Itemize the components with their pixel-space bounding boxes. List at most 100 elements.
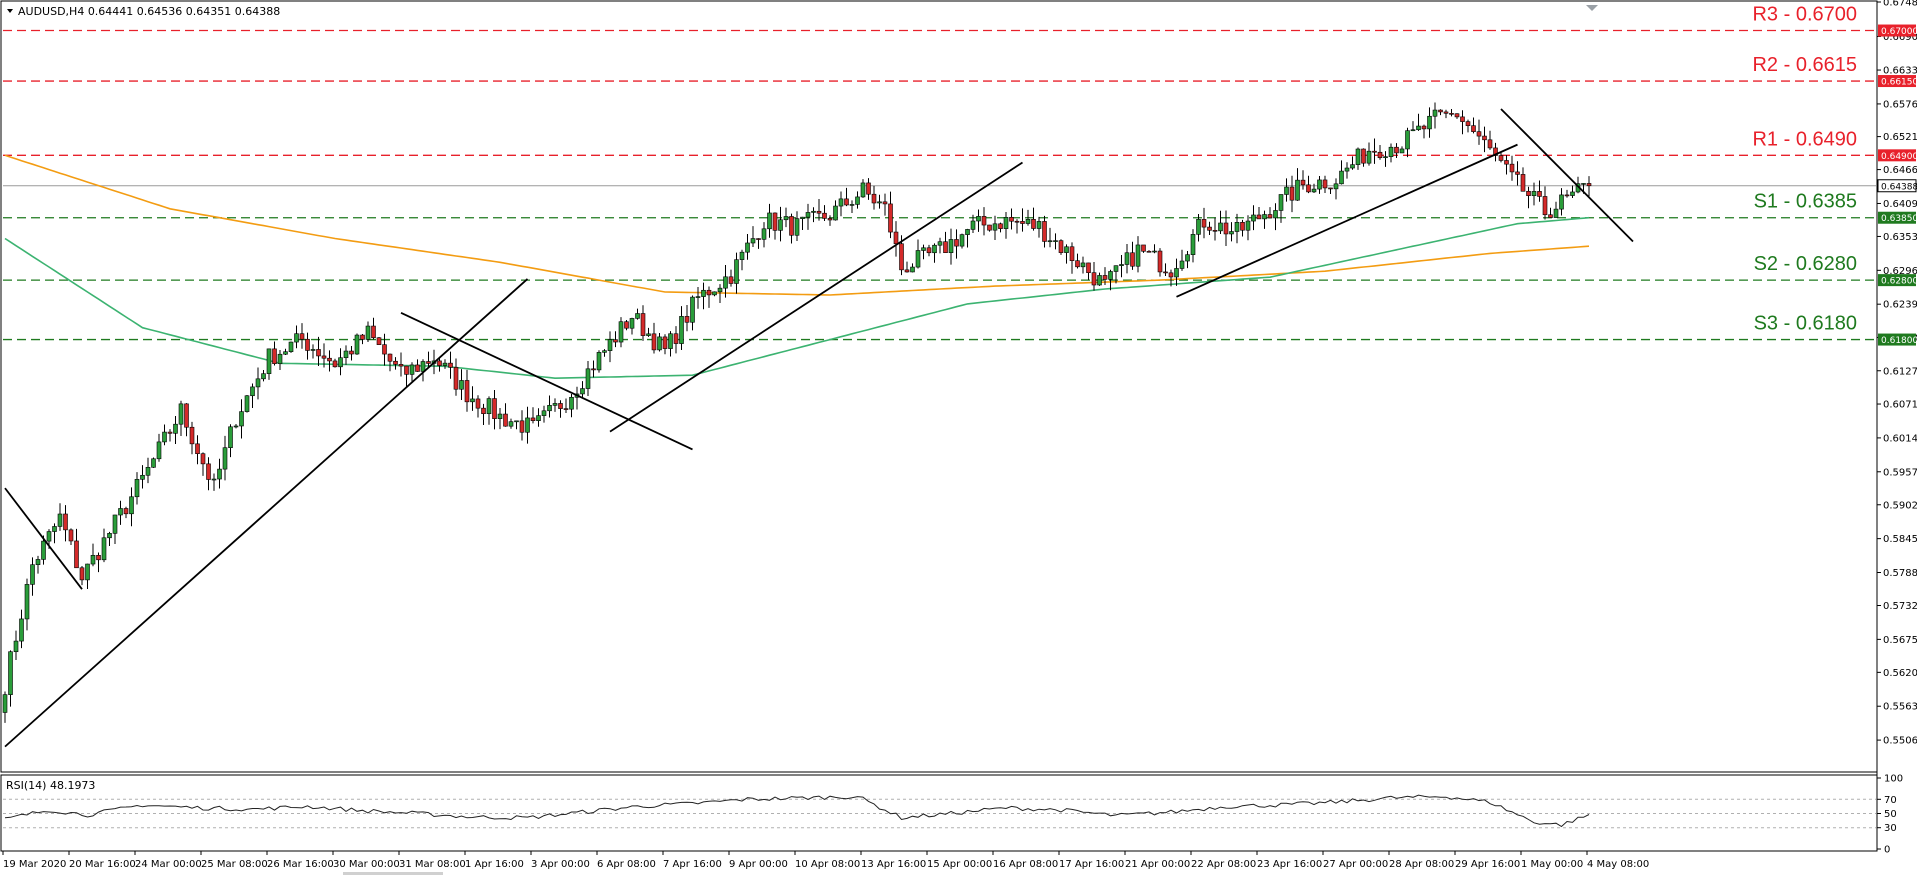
candle-body: [987, 224, 992, 231]
price-tick-label: 0.59575: [1883, 467, 1917, 478]
candle-body: [530, 417, 536, 421]
candle-body: [140, 474, 145, 480]
candle-body: [217, 468, 222, 480]
time-tick-label: 31 Mar 08:00: [399, 859, 466, 870]
candle-body: [536, 415, 541, 421]
candle-body: [915, 250, 921, 268]
candle-body: [563, 408, 569, 410]
trendline-1: [4, 278, 529, 748]
candle-body: [112, 514, 118, 534]
candle-body: [1542, 196, 1548, 216]
trendline-3: [609, 161, 1023, 433]
level-price-tag-text-0: 0.67000: [1881, 27, 1917, 37]
candle-body: [1284, 186, 1289, 195]
trendline-5: [1500, 108, 1634, 243]
candle-body: [1553, 208, 1559, 218]
time-tick-label: 7 Apr 16:00: [663, 859, 722, 870]
candle-body: [470, 398, 475, 403]
candle-body: [1091, 272, 1097, 286]
candle-body: [1196, 219, 1201, 235]
time-tick-label: 21 Apr 00:00: [1125, 859, 1190, 870]
trendlines[interactable]: [4, 108, 1634, 748]
candle-body: [1031, 219, 1036, 229]
candle-body: [261, 373, 266, 380]
time-tick-label: 16 Apr 08:00: [993, 859, 1058, 870]
candle-body: [371, 325, 376, 339]
levels-layer: R3 - 0.6700 R2 - 0.6615 R1 - 0.6490 S1 - 0.…: [3, 4, 1876, 341]
time-tick-label: 1 May 00:00: [1521, 859, 1583, 870]
candle-body: [629, 318, 635, 329]
candle-body: [387, 353, 393, 362]
candle-body: [1289, 186, 1295, 201]
candle-body: [904, 269, 910, 273]
candle-body: [239, 411, 244, 427]
candle-body: [998, 223, 1003, 229]
candle-body: [761, 228, 767, 240]
candle-body: [948, 239, 954, 253]
candle-body: [52, 526, 57, 532]
candle-body: [959, 234, 965, 247]
candle-body: [30, 564, 35, 585]
level-price-tag-text-4: 0.62800: [1881, 277, 1917, 287]
candle-body: [844, 198, 849, 206]
candle-body: [1267, 214, 1273, 219]
candle-body: [1487, 139, 1493, 149]
candle-body: [1388, 146, 1394, 157]
candle-body: [657, 336, 662, 351]
candle-body: [888, 203, 893, 233]
candle-body: [866, 182, 871, 195]
candle-body: [1443, 111, 1449, 114]
price-tags: 0.67000 0.66150 0.64900 0.63850 0.62800 0.618…: [1877, 24, 1917, 346]
candle-body: [1548, 214, 1553, 218]
candle-body: [68, 529, 74, 542]
candle-body: [354, 334, 360, 355]
time-tick-label: 25 Mar 08:00: [201, 859, 268, 870]
chart-menu-icon[interactable]: [7, 9, 13, 13]
candle-body: [838, 198, 844, 207]
price-tick-label: 0.60145: [1883, 433, 1917, 444]
candle-body: [1278, 194, 1284, 211]
candle-body: [200, 453, 206, 465]
time-tick-label: 9 Apr 00:00: [729, 859, 788, 870]
time-axis: 19 Mar 2020 20 Mar 16:00 24 Mar 00:00 25 Ma…: [2, 851, 1649, 875]
time-tick-label: 20 Mar 16:00: [69, 859, 136, 870]
candle-body: [1322, 179, 1328, 189]
candle-body: [162, 431, 167, 443]
candle-body: [1069, 246, 1075, 262]
current-price-tag-text: 0.64388: [1881, 182, 1917, 192]
time-tick-label: 22 Apr 08:00: [1191, 859, 1256, 870]
candle-body: [981, 216, 987, 226]
shift-marker-icon[interactable]: [1586, 5, 1598, 11]
candle-body: [860, 182, 866, 198]
candle-body: [1333, 183, 1339, 190]
candle-body: [1515, 171, 1520, 175]
candle-body: [475, 398, 481, 409]
candle-body: [1366, 150, 1372, 164]
candle-body: [1520, 174, 1526, 192]
time-tick-label: 29 Apr 16:00: [1455, 859, 1520, 870]
candle-body: [13, 640, 19, 653]
candle-body: [607, 339, 613, 351]
level-price-tag-0: [1878, 24, 1916, 37]
candle-body: [1581, 183, 1586, 185]
rsi-tick-label: 0: [1884, 845, 1890, 856]
candle-body: [684, 316, 690, 323]
candle-body: [723, 276, 728, 289]
candle-body: [552, 403, 558, 406]
candle-body: [1300, 179, 1306, 186]
candle-body: [24, 584, 30, 620]
price-tick-label: 0.65215: [1883, 132, 1917, 143]
candle-body: [651, 333, 657, 351]
candle-body: [1179, 260, 1185, 269]
time-tick-label: 28 Apr 08:00: [1389, 859, 1454, 870]
candle-body: [618, 321, 624, 343]
candle-body: [1383, 156, 1388, 159]
candle-body: [965, 229, 970, 235]
time-tick-label: 27 Apr 00:00: [1323, 859, 1388, 870]
